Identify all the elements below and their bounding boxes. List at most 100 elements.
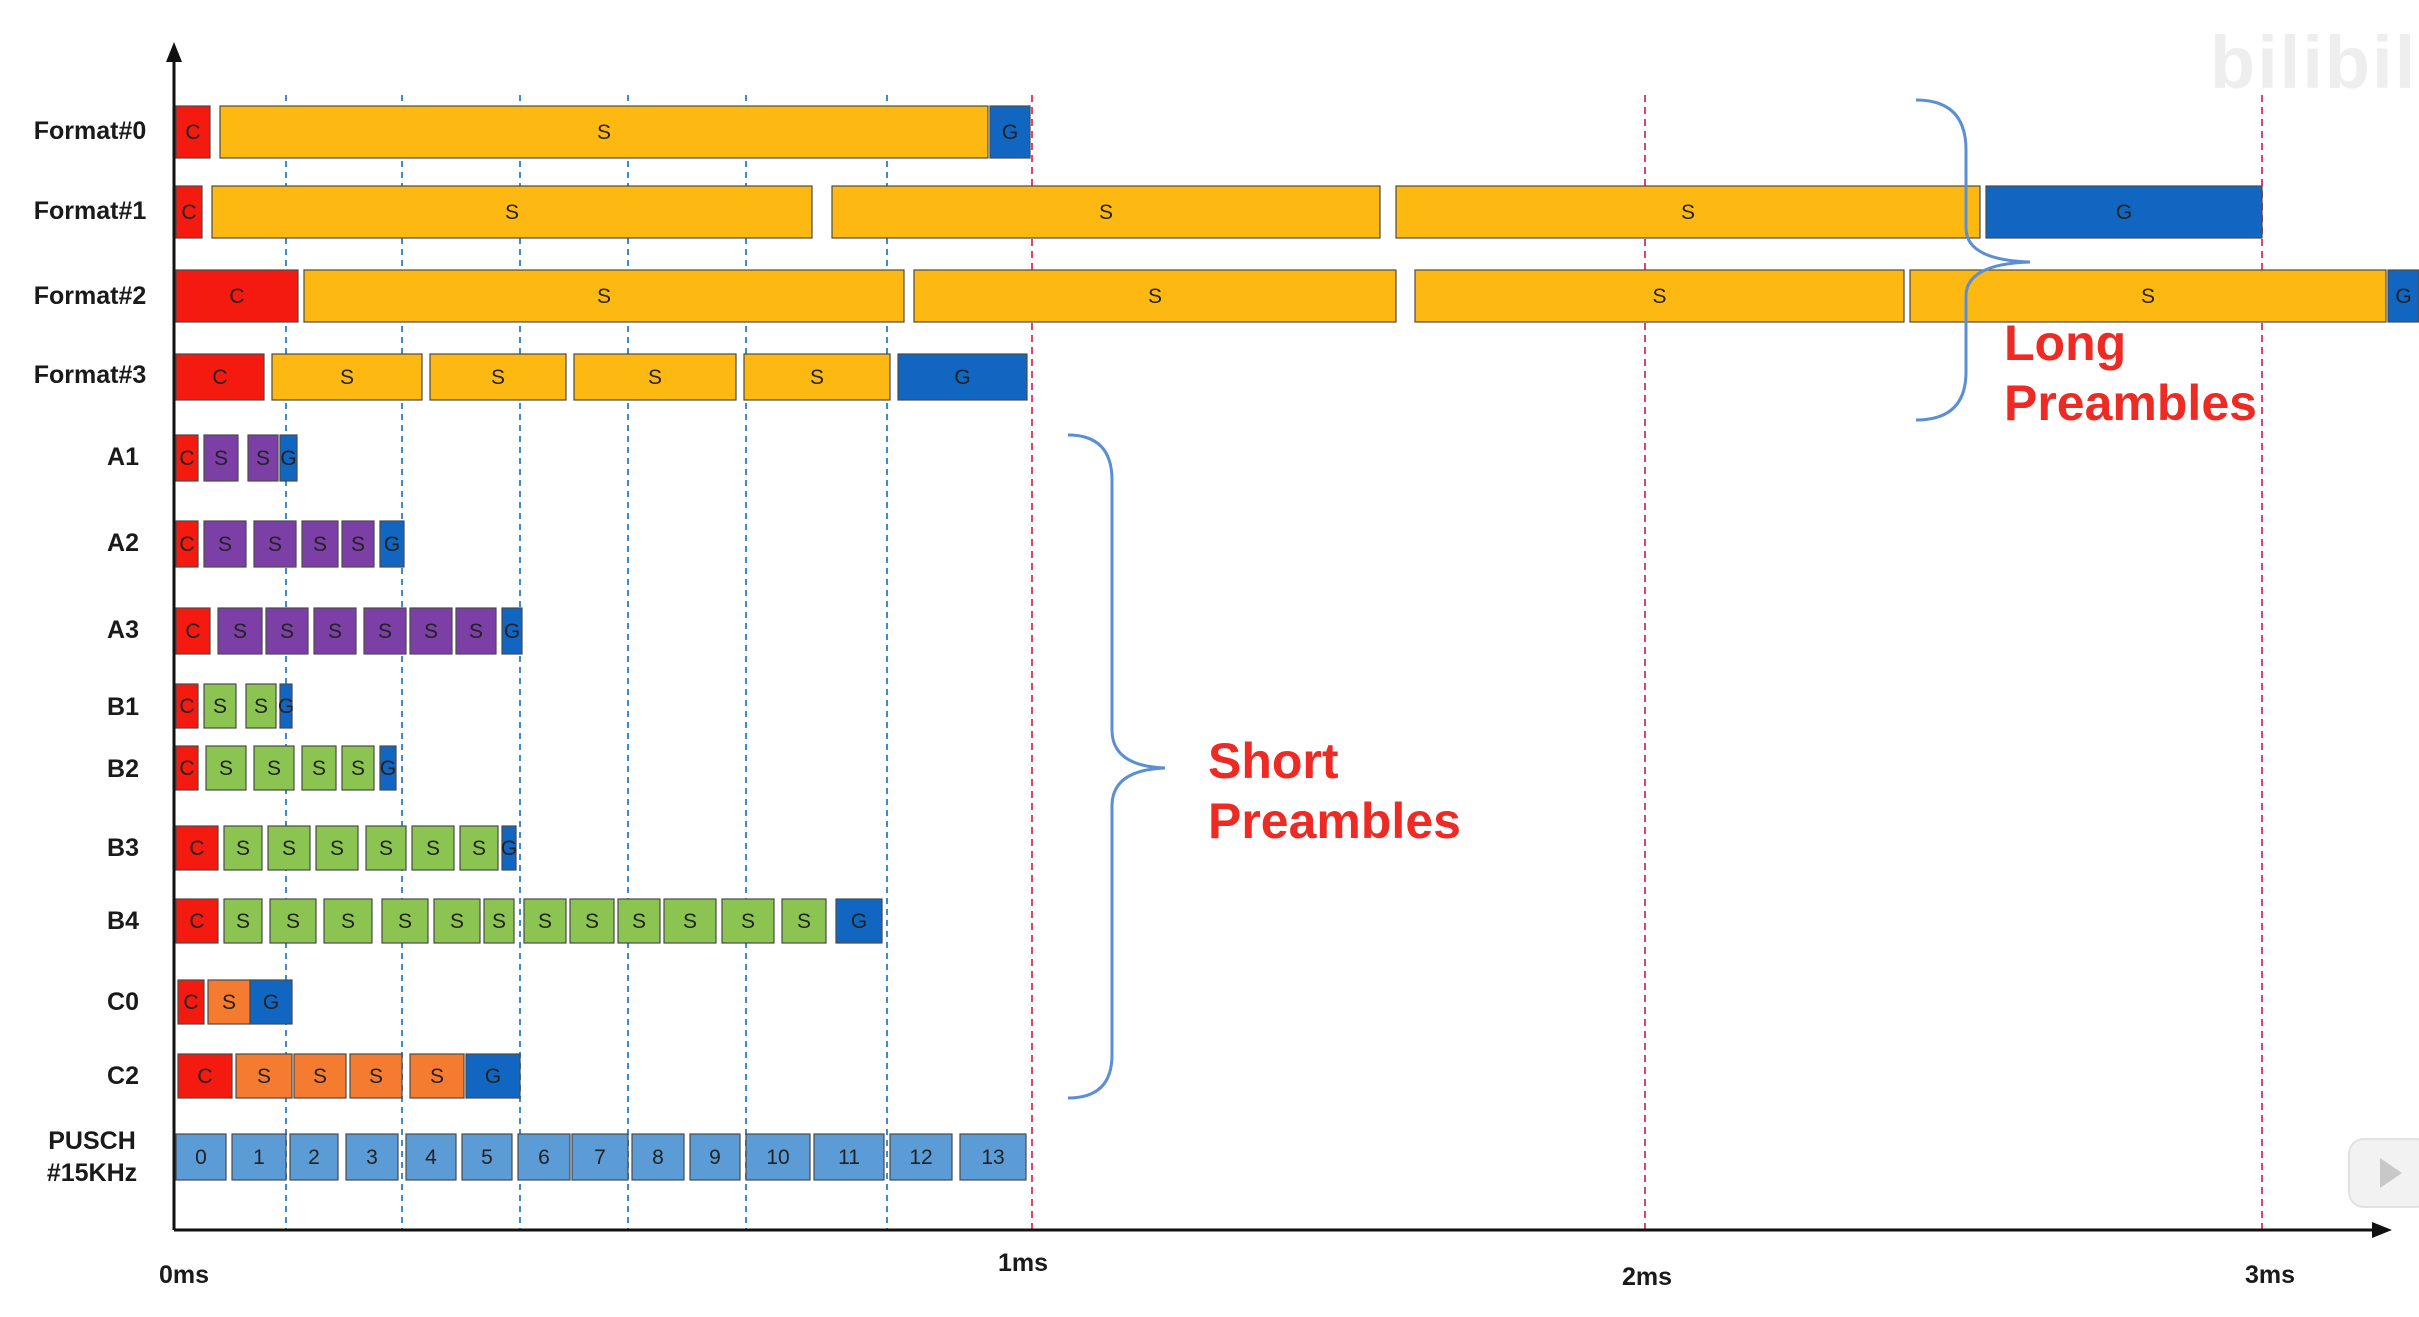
sequence-segment [217,607,263,655]
cyclic-prefix-segment [175,269,299,323]
sequence-segment-label: S [378,620,392,643]
guard-period-segment-label: G [1002,121,1018,144]
guard-period-segment-label: G [485,1065,501,1088]
row-label: #15KHz [47,1159,137,1187]
axis-tick-labels: 0ms 1ms 2ms 3ms [159,1249,2295,1291]
guard-period-segment [379,745,397,791]
pusch-symbol-segment-label: 6 [538,1146,550,1169]
tick-label-1ms: 1ms [998,1249,1048,1277]
sequence-segment [721,898,775,944]
sequence-segment [411,825,455,871]
sequence-segment-label: S [1148,285,1162,308]
cyclic-prefix-segment [175,825,219,871]
pusch-symbol-segment-label: 4 [425,1146,437,1169]
sequence-segment-label: S [648,366,662,389]
sequence-segment-label: S [379,837,393,860]
sequence-segment [429,353,567,401]
sequence-segment [573,353,737,401]
sequence-segment-label: S [254,695,268,718]
cyclic-prefix-segment [175,353,265,401]
sequence-segment [409,1053,465,1099]
sequence-segment [245,683,277,729]
sequence-segment-label: S [424,620,438,643]
cyclic-prefix-segment [175,434,199,482]
pusch-symbol-segment-label: 9 [709,1146,721,1169]
sequence-segment [323,898,373,944]
pusch-symbol-segment [405,1133,457,1181]
pusch-symbol-segment-label: 5 [481,1146,493,1169]
pusch-symbol-segment [813,1133,885,1181]
guard-period-segment [249,979,293,1025]
sequence-segment [219,105,989,159]
sequence-segment-label: S [222,991,236,1014]
cyclic-prefix-segment [175,745,199,791]
row-label: B4 [107,907,139,935]
pusch-symbol-segment [231,1133,287,1181]
sequence-segment-label: S [741,910,755,933]
pusch-symbol-segment-label: 13 [981,1146,1004,1169]
preamble-row-format-2: Format#2 C S S S S G [34,269,2419,323]
pusch-symbol-segment-label: 12 [909,1146,932,1169]
sequence-segment-label: S [1652,285,1666,308]
time-axis [166,42,2392,1238]
sequence-segment [455,607,497,655]
sequence-segment-label: S [810,366,824,389]
group-labels: Long Preambles Short Preambles [1208,315,2257,849]
sequence-segment [459,825,499,871]
guard-period-segment-label: G [504,620,520,643]
sequence-segment-label: S [282,837,296,860]
sequence-segment-label: S [585,910,599,933]
cyclic-prefix-segment-label: C [212,366,227,389]
sequence-segment [223,898,263,944]
group-braces [1067,98,2031,1100]
sequence-segment [253,520,297,568]
sequence-segment [271,353,423,401]
sequence-segment [301,520,339,568]
pusch-symbol-segment [517,1133,571,1181]
row-label: B1 [107,693,139,721]
pusch-symbol-segment [571,1133,629,1181]
sequence-segment [205,745,247,791]
pusch-symbol-segment [289,1133,339,1181]
guard-period-segment-label: G [384,533,400,556]
sequence-segment [433,898,481,944]
sequence-segment-label: S [469,620,483,643]
sequence-segment-label: S [398,910,412,933]
sequence-segment [341,745,375,791]
cyclic-prefix-segment [175,607,211,655]
sequence-segment [223,825,263,871]
cyclic-prefix-segment-label: C [189,837,204,860]
sequence-segment-label: S [328,620,342,643]
sequence-segment [365,825,407,871]
bilibili-watermark: bilibili [2210,21,2419,104]
sequence-segment-label: S [492,910,506,933]
tick-label-2ms: 2ms [1622,1263,1672,1291]
sequence-segment-label: S [330,837,344,860]
pusch-symbol-segment-label: 1 [253,1146,265,1169]
sequence-segment [913,269,1397,323]
play-button[interactable] [2348,1138,2419,1208]
preamble-row-b2: B2 C S S S S G [107,745,397,791]
preamble-row-format-3: Format#3 C S S S S G [34,353,1028,401]
sequence-segment-label: S [213,695,227,718]
preamble-row-c0: C0 C S G [107,979,293,1025]
sequence-segment-label: S [286,910,300,933]
cyclic-prefix-segment-label: C [189,910,204,933]
guard-period-segment-label: G [380,757,396,780]
cyclic-prefix-segment-label: C [197,1065,212,1088]
cyclic-prefix-segment [175,683,199,729]
sequence-segment-label: S [219,757,233,780]
guard-period-segment [1985,185,2263,239]
tick-label-0ms: 0ms [159,1261,209,1289]
sequence-segment [203,434,239,482]
pusch-symbol-segment-label: 8 [652,1146,664,1169]
cyclic-prefix-segment [177,979,205,1025]
guard-period-segment-label: G [851,910,867,933]
sequence-segment-label: S [312,757,326,780]
guard-period-segment-label: G [280,447,296,470]
pusch-symbol-segment-label: 3 [366,1146,378,1169]
sequence-segment [293,1053,347,1099]
preamble-row-a1: A1 C S S G [107,434,298,482]
sequence-segment [663,898,717,944]
